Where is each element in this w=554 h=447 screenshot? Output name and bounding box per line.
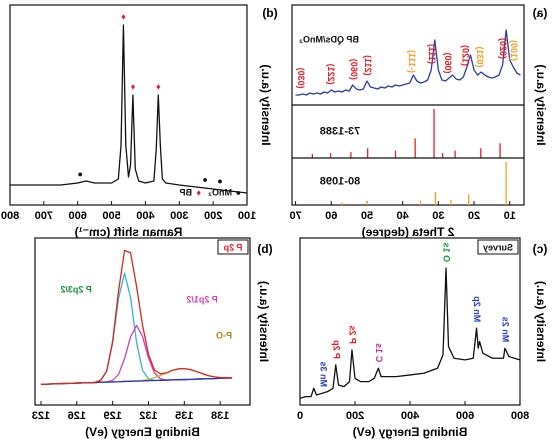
y-axis-title: Intensity (a.u.) xyxy=(257,281,271,362)
panel-label: (c) xyxy=(533,242,548,256)
title-box xyxy=(477,239,519,255)
reference-label: 73-1388 xyxy=(320,125,360,137)
x-tick-label: 40 xyxy=(397,210,409,222)
peak-label: (211) xyxy=(363,55,373,76)
component-label: P-O xyxy=(216,330,232,340)
x-tick-label: 20 xyxy=(468,210,480,222)
x-tick-label: 138 xyxy=(211,410,229,422)
peak-label: (221) xyxy=(326,64,336,85)
x-tick-label: 0 xyxy=(297,410,303,422)
peak-label: O 1s xyxy=(442,243,452,263)
x-tick-label: 70 xyxy=(289,210,301,222)
spectrum-line xyxy=(295,29,521,96)
peak-label: P 2p xyxy=(331,340,341,359)
plot-frame xyxy=(34,237,251,406)
legend-symbol: ♦ xyxy=(196,187,201,197)
peak-label: Mn 3s xyxy=(319,361,329,387)
x-axis-title: Raman shift (cm⁻¹) xyxy=(75,225,183,239)
spectrum-line xyxy=(40,249,233,385)
plot-frame xyxy=(299,237,521,406)
x-tick-label: 500 xyxy=(102,210,120,222)
peak-label: (031) xyxy=(475,46,485,67)
component-label: P 2p1/2 xyxy=(186,294,217,304)
peak-label: (020) xyxy=(498,38,508,59)
peak-marker: ♦ xyxy=(121,11,126,21)
x-tick-label: 400 xyxy=(136,210,154,222)
reference-label: 80-1098 xyxy=(320,175,360,187)
x-tick-label: 30 xyxy=(432,210,444,222)
x-axis-title: 2 Theta (degree) xyxy=(362,225,455,239)
panel-label: (d) xyxy=(262,6,277,20)
peak-label: P 2s xyxy=(348,326,358,344)
x-tick-label: 800 xyxy=(511,410,529,422)
x-tick-label: 129 xyxy=(103,410,121,422)
peak-label: C 1s xyxy=(374,343,384,362)
spectrum-line xyxy=(40,324,233,385)
legend-label: BP xyxy=(179,187,192,197)
component-label: P 2p3/2 xyxy=(60,284,91,294)
spectrum-line xyxy=(10,24,248,194)
y-axis-title: Intensity (a.u.) xyxy=(259,64,273,145)
spectrum-line xyxy=(40,367,233,385)
x-tick-label: 800 xyxy=(1,210,19,222)
plot-frame xyxy=(9,4,248,206)
x-tick-label: 135 xyxy=(175,410,193,422)
peak-label: (060) xyxy=(349,59,359,80)
y-axis-title: Intensity (a.u.) xyxy=(534,64,548,145)
panel-title: P 2p xyxy=(223,242,242,252)
x-tick-label: 10 xyxy=(504,210,516,222)
x-axis-title: Binding Energy (eV) xyxy=(85,425,200,439)
x-tick-label: 132 xyxy=(139,410,157,422)
title-box xyxy=(217,239,249,255)
peak-label: (-111) xyxy=(407,50,417,73)
panel-label: (a) xyxy=(533,6,548,20)
x-tick-label: 200 xyxy=(346,410,364,422)
panel-title: Survey xyxy=(483,242,513,252)
peak-label: (111) xyxy=(427,44,437,64)
peak-label: (060) xyxy=(443,52,453,73)
peak-label: (120) xyxy=(461,45,471,66)
x-tick-label: 100 xyxy=(238,210,256,222)
peak-label: Mn 2p xyxy=(472,296,482,323)
legend-label: MnO₂ xyxy=(208,187,232,197)
peak-label: (100) xyxy=(509,40,519,61)
x-tick-label: 700 xyxy=(35,210,53,222)
x-tick-label: 60 xyxy=(325,210,337,222)
x-tick-label: 300 xyxy=(170,210,188,222)
peak-marker: ● xyxy=(217,176,222,186)
peak-marker: ♦ xyxy=(130,81,135,91)
x-tick-label: 200 xyxy=(204,210,222,222)
peak-label: Mn 2s xyxy=(501,317,511,343)
x-tick-label: 600 xyxy=(69,210,87,222)
panel-label: (b) xyxy=(257,242,272,256)
peak-marker: ● xyxy=(77,169,82,179)
panel-title: BP QDs/MnO₂ xyxy=(299,34,359,44)
x-tick-label: 126 xyxy=(68,410,86,422)
x-tick-label: 400 xyxy=(401,410,419,422)
peak-marker: ● xyxy=(202,174,207,184)
spectrum-line xyxy=(299,267,521,399)
x-axis-title: Binding Energy (eV) xyxy=(353,425,468,439)
peak-marker: ♦ xyxy=(156,81,161,91)
x-tick-label: 600 xyxy=(456,410,474,422)
peak-label: (030) xyxy=(296,68,306,89)
x-tick-label: 123 xyxy=(32,410,50,422)
x-tick-label: 50 xyxy=(361,210,373,222)
y-axis-title: Intensity (a.u.) xyxy=(534,281,548,362)
legend-symbol: ● xyxy=(236,187,241,197)
